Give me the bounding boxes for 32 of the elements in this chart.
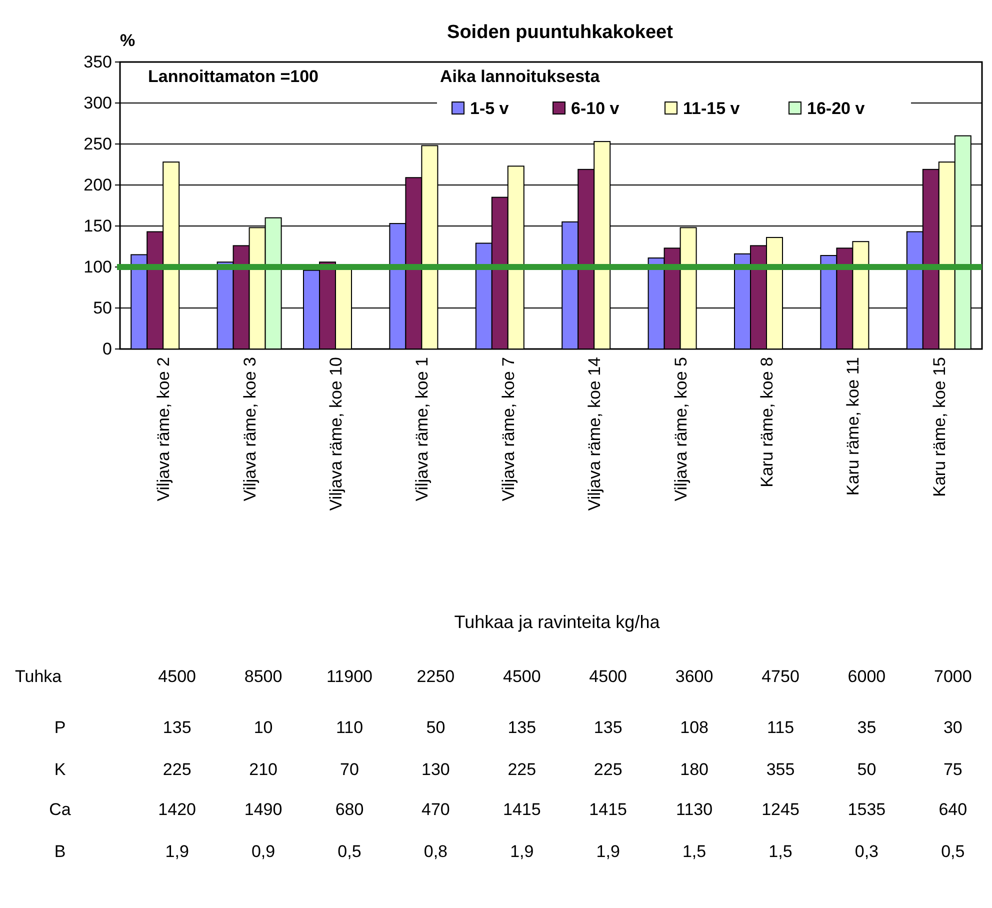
y-tick-label: 200: [84, 175, 112, 194]
text: Tuhka 4500 8500 11900 2250 4500 4500 3600 4750 6000 7000: [15, 667, 972, 686]
y-tick-label: 100: [84, 257, 112, 276]
x-tick-label: Viljava räme, koe 14: [585, 357, 604, 511]
y-tick-label: 50: [93, 298, 112, 318]
x-tick-label: Viljava räme, koe 1: [412, 357, 432, 502]
legend-label: 11-15 v: [683, 99, 740, 118]
y-tick-label: 350: [84, 52, 112, 72]
x-tick-label: Viljava räme, koe 7: [498, 357, 518, 502]
y-tick-label: 150: [84, 216, 112, 236]
legend-label: 6-10 v: [571, 99, 620, 118]
text: B 1,9 0,9 0,5 0,8 1,9 1,9 1,5 1,5 0,3 0,5: [54, 842, 965, 861]
y-tick-label: 300: [84, 93, 112, 112]
y-tick-label: 250: [84, 134, 112, 154]
x-tick-label: Karu räme, koe 15: [930, 357, 949, 497]
legend-label: 16-20 v: [807, 99, 866, 118]
x-tick-label: Viljava räme, koe 3: [240, 357, 260, 502]
x-tick-label: Viljava räme, koe 5: [671, 357, 690, 502]
annotation: Lannoittamaton =100: [148, 67, 319, 86]
legend-title: Aika lannoituksesta: [440, 67, 600, 86]
text: P 135 10 110 50 135 135 108 115 35 30: [54, 718, 962, 737]
text: Ca 1420 1490 680 470 1415 1415 1130 1245 1535 640: [49, 800, 968, 819]
legend-label: 1-5 v: [470, 99, 510, 118]
x-tick-label: Karu räme, koe 8: [757, 357, 776, 488]
y-axis-title: %: [120, 31, 136, 50]
x-tick-label: Viljava räme, koe 2: [154, 357, 174, 502]
text: K 225 210 70 130 225 225 180 355 50 75: [54, 760, 962, 779]
text: Tuhkaa ja ravinteita kg/ha: [454, 612, 661, 632]
chart-title: Soiden puuntuhkakokeet: [447, 22, 674, 43]
y-tick-label: 0: [102, 339, 112, 358]
x-tick-label: Karu räme, koe 11: [844, 357, 863, 496]
x-tick-label: Viljava räme, koe 10: [326, 357, 346, 511]
